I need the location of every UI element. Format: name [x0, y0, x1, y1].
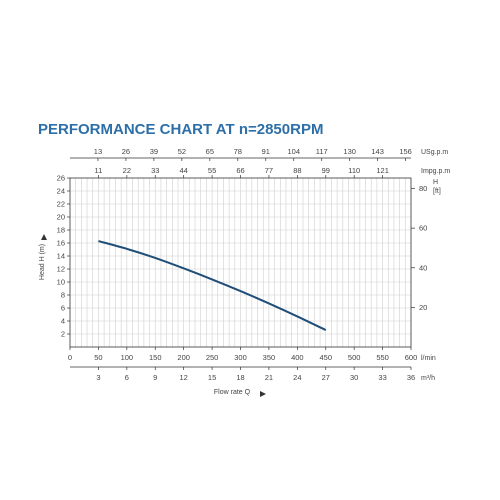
left-y-tick-label: 2	[61, 330, 65, 339]
impgpm-tick-label: 44	[180, 166, 188, 175]
x-axis-title: Flow rate Q	[214, 389, 251, 396]
m3h-tick-label: 27	[322, 373, 330, 382]
m3h-tick-label: 30	[350, 373, 358, 382]
usgpm-tick-label: 52	[178, 147, 186, 156]
usgpm-tick-label: 78	[234, 147, 242, 156]
primary-x-tick-label: 500	[348, 353, 361, 362]
y-axis-arrow-icon	[41, 234, 47, 240]
primary-x-tick-label: 50	[94, 353, 102, 362]
left-y-tick-label: 6	[61, 304, 65, 313]
right-y-unit-label: H	[433, 179, 438, 186]
primary-x-tick-label: 550	[376, 353, 389, 362]
m3h-tick-label: 9	[153, 373, 157, 382]
usgpm-tick-label: 156	[399, 147, 412, 156]
impgpm-tick-label: 66	[236, 166, 244, 175]
primary-x-tick-label: 350	[263, 353, 276, 362]
left-y-tick-label: 14	[57, 252, 65, 261]
impgpm-tick-label: 77	[265, 166, 273, 175]
impgpm-tick-label: 33	[151, 166, 159, 175]
x-axis-arrow-icon	[260, 391, 266, 397]
left-y-tick-label: 26	[57, 174, 65, 183]
right-y-tick-label: 20	[419, 303, 427, 312]
chart-title: PERFORMANCE CHART AT n=2850RPM	[38, 121, 323, 138]
right-y-tick-label: 40	[419, 263, 427, 272]
primary-x-tick-label: 100	[121, 353, 134, 362]
left-y-tick-label: 18	[57, 226, 65, 235]
m3h-tick-label: 3	[96, 373, 100, 382]
m3h-tick-label: 33	[378, 373, 386, 382]
right-y-tick-label: 60	[419, 224, 427, 233]
usgpm-tick-label: 117	[316, 147, 328, 156]
usgpm-tick-label: 26	[122, 147, 130, 156]
primary-x-tick-label: 400	[291, 353, 304, 362]
right-y-unit-label: [ft]	[433, 188, 441, 195]
m3h-tick-label: 24	[293, 373, 301, 382]
grid	[70, 178, 411, 347]
left-y-tick-label: 4	[61, 317, 65, 326]
primary-x-tick-label: 250	[206, 353, 219, 362]
impgpm-tick-label: 88	[293, 166, 301, 175]
primary-x-tick-label: 200	[177, 353, 190, 362]
left-y-tick-label: 12	[57, 265, 65, 274]
m3h-tick-label: 15	[208, 373, 216, 382]
primary-x-unit-label: l/min	[421, 355, 436, 362]
left-y-tick-label: 24	[57, 187, 65, 196]
m3h-tick-label: 18	[236, 373, 244, 382]
usgpm-tick-label: 104	[287, 147, 300, 156]
primary-x-tick-label: 300	[234, 353, 247, 362]
series	[98, 240, 327, 332]
m3h-tick-label: 12	[179, 373, 187, 382]
m3h-tick-label: 6	[125, 373, 129, 382]
primary-x-tick-label: 150	[149, 353, 162, 362]
left-y-tick-label: 22	[57, 200, 65, 209]
usgpm-unit-label: USg.p.m	[421, 149, 448, 156]
left-y-tick-label: 8	[61, 291, 65, 300]
axes	[67, 157, 415, 370]
m3h-tick-label: 36	[407, 373, 415, 382]
usgpm-tick-label: 39	[150, 147, 158, 156]
usgpm-tick-label: 65	[206, 147, 214, 156]
impgpm-tick-label: 55	[208, 166, 216, 175]
m3h-unit-label: m³/h	[421, 375, 435, 382]
impgpm-tick-label: 11	[95, 166, 103, 175]
left-y-tick-label: 20	[57, 213, 65, 222]
axis-labels: H [ft] l/min m³/h USg.p.m Impg.p.m Head H (m) F…	[39, 149, 450, 397]
usgpm-tick-label: 13	[94, 147, 102, 156]
primary-x-tick-label: 450	[319, 353, 332, 362]
usgpm-tick-label: 143	[371, 147, 384, 156]
right-y-tick-label: 80	[419, 184, 427, 193]
m3h-tick-label: 21	[265, 373, 273, 382]
impgpm-tick-label: 110	[348, 166, 360, 175]
impgpm-tick-label: 99	[322, 166, 330, 175]
impgpm-tick-label: 121	[376, 166, 389, 175]
y-axis-title: Head H (m)	[39, 244, 46, 280]
usgpm-tick-label: 130	[343, 147, 356, 156]
left-y-tick-label: 16	[57, 239, 65, 248]
usgpm-tick-label: 91	[262, 147, 270, 156]
impgpm-unit-label: Impg.p.m	[421, 168, 450, 175]
impgpm-tick-label: 22	[123, 166, 131, 175]
left-y-tick-label: 10	[57, 278, 65, 287]
primary-x-tick-label: 0	[68, 353, 72, 362]
primary-x-tick-label: 600	[405, 353, 418, 362]
